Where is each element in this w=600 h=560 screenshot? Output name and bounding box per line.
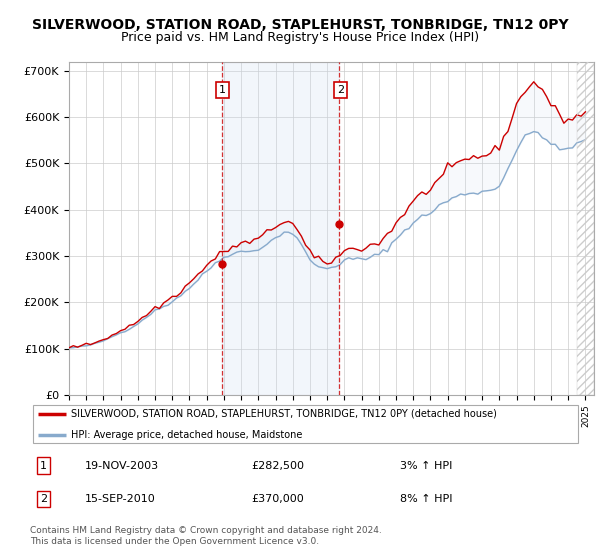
Text: 19-NOV-2003: 19-NOV-2003 [85, 460, 160, 470]
Text: 2: 2 [40, 494, 47, 504]
Text: 8% ↑ HPI: 8% ↑ HPI [400, 494, 452, 504]
Text: Price paid vs. HM Land Registry's House Price Index (HPI): Price paid vs. HM Land Registry's House … [121, 31, 479, 44]
Text: 1: 1 [40, 460, 47, 470]
Text: 3% ↑ HPI: 3% ↑ HPI [400, 460, 452, 470]
Text: Contains HM Land Registry data © Crown copyright and database right 2024.
This d: Contains HM Land Registry data © Crown c… [30, 526, 382, 546]
Text: 15-SEP-2010: 15-SEP-2010 [85, 494, 156, 504]
Text: SILVERWOOD, STATION ROAD, STAPLEHURST, TONBRIDGE, TN12 0PY (detached house): SILVERWOOD, STATION ROAD, STAPLEHURST, T… [71, 409, 497, 419]
Text: HPI: Average price, detached house, Maidstone: HPI: Average price, detached house, Maid… [71, 430, 303, 440]
Text: SILVERWOOD, STATION ROAD, STAPLEHURST, TONBRIDGE, TN12 0PY: SILVERWOOD, STATION ROAD, STAPLEHURST, T… [32, 18, 568, 32]
Text: £282,500: £282,500 [251, 460, 304, 470]
FancyBboxPatch shape [33, 405, 578, 443]
Text: 1: 1 [219, 85, 226, 95]
Bar [222, 62, 340, 395]
Text: £370,000: £370,000 [251, 494, 304, 504]
Text: 2: 2 [337, 85, 344, 95]
